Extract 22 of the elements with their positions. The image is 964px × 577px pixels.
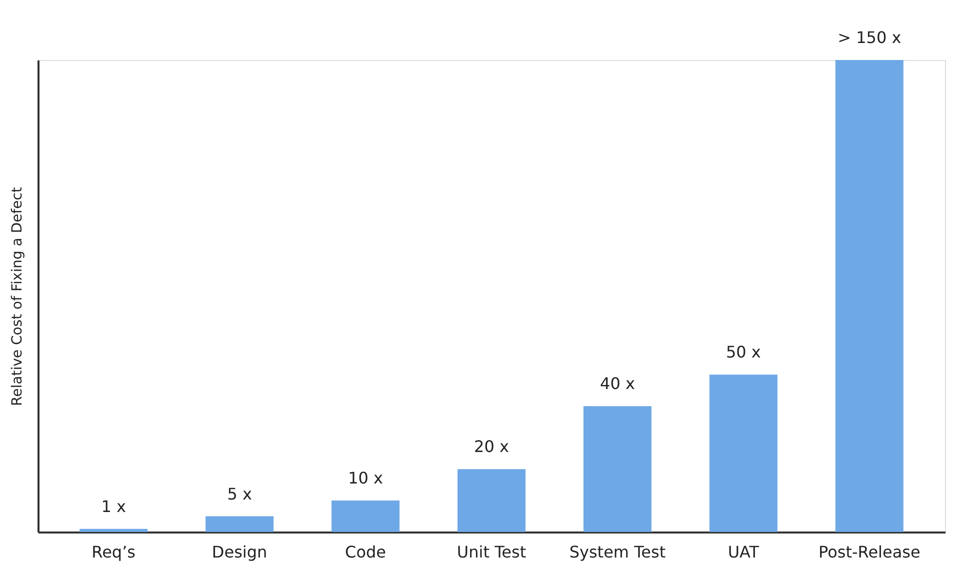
bar	[709, 374, 778, 532]
data-label: 1 x	[101, 496, 126, 516]
x-tick-label: UAT	[728, 542, 760, 562]
data-label: 50 x	[726, 342, 761, 362]
x-tick-label: Unit Test	[456, 542, 526, 562]
bar	[835, 60, 904, 532]
bar	[332, 500, 400, 532]
bar	[80, 528, 148, 532]
data-label: 10 x	[348, 468, 383, 488]
x-tick-label: Design	[212, 542, 268, 562]
bar	[583, 406, 652, 532]
x-tick-label: System Test	[569, 542, 666, 562]
y-axis-title: Relative Cost of Fixing a Defect	[10, 186, 26, 406]
x-tick-label: Req’s	[92, 542, 136, 562]
bar	[206, 516, 274, 532]
x-tick-label: Post-Release	[818, 542, 920, 562]
data-label: 5 x	[227, 484, 252, 504]
x-tick-label: Code	[345, 542, 386, 562]
data-label: 40 x	[600, 374, 635, 394]
data-label: 20 x	[474, 437, 509, 456]
data-label: > 150 x	[838, 28, 902, 47]
bar	[458, 469, 526, 532]
